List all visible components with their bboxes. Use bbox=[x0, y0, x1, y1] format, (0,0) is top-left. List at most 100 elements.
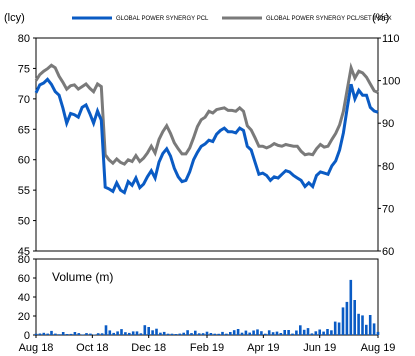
price-panel-frame bbox=[35, 37, 379, 252]
x-axis-tick-label: Aug 18 bbox=[19, 342, 54, 354]
legend: GLOBAL POWER SYNERGY PCL GLOBAL POWER SY… bbox=[72, 16, 392, 22]
volume-axis-tick-label: 80 bbox=[18, 254, 30, 266]
volume-bar bbox=[318, 329, 321, 335]
volume-bar bbox=[306, 328, 310, 335]
volume-bar bbox=[42, 332, 46, 335]
volume-bar bbox=[128, 332, 131, 335]
volume-bar bbox=[143, 325, 147, 335]
x-axis-tick-label: Jun 19 bbox=[303, 342, 336, 354]
left-axis-tick-label: 75 bbox=[18, 63, 30, 75]
volume-bar bbox=[337, 322, 341, 335]
volume-bar bbox=[201, 333, 205, 335]
volume-bar bbox=[34, 333, 38, 335]
x-axis-tick-label: Apr 19 bbox=[247, 342, 279, 354]
volume-bar bbox=[96, 333, 100, 335]
volume-bar bbox=[73, 332, 77, 335]
volume-bar bbox=[232, 330, 236, 335]
volume-bar bbox=[349, 279, 353, 335]
volume-axis-tick-label: 20 bbox=[18, 311, 30, 323]
volume-bars bbox=[34, 279, 380, 336]
x-axis-tick-label: Aug 19 bbox=[361, 342, 396, 354]
volume-bar bbox=[162, 331, 166, 335]
volume-bar bbox=[166, 333, 170, 335]
volume-bar bbox=[116, 331, 119, 335]
volume-bar bbox=[147, 327, 150, 335]
volume-bar bbox=[240, 332, 244, 335]
volume-bar bbox=[283, 330, 286, 335]
volume-bar bbox=[151, 330, 154, 335]
volume-bar bbox=[69, 333, 73, 335]
right-axis-unit: (%) bbox=[372, 12, 389, 24]
volume-bar bbox=[372, 323, 376, 335]
volume-bar bbox=[291, 333, 294, 335]
x-axis-tick-label: Oct 18 bbox=[76, 342, 108, 354]
volume-bar bbox=[310, 333, 314, 335]
left-axis-tick-label: 70 bbox=[18, 94, 30, 106]
volume-bar bbox=[77, 333, 81, 335]
volume-bar bbox=[89, 333, 92, 335]
volume-bar bbox=[190, 333, 193, 335]
volume-bar bbox=[368, 315, 372, 335]
left-axis-tick-label: 60 bbox=[18, 155, 30, 167]
volume-bar bbox=[275, 331, 279, 335]
volume-bar bbox=[295, 330, 298, 335]
volume-bar bbox=[85, 333, 88, 335]
volume-axis-tick-label: 0 bbox=[24, 330, 30, 342]
left-axis-tick-label: 80 bbox=[18, 33, 30, 45]
right-axis-tick-label: 100 bbox=[382, 76, 400, 88]
volume-bar bbox=[205, 331, 209, 335]
volume-bar bbox=[93, 334, 96, 335]
volume-bar bbox=[186, 330, 189, 335]
volume-bar bbox=[322, 331, 325, 335]
left-axis-tick-label: 50 bbox=[18, 216, 30, 228]
volume-panel-title: Volume (m) bbox=[52, 270, 113, 284]
volume-bar bbox=[287, 330, 290, 335]
series-line-relative bbox=[34, 62, 379, 166]
volume-bar bbox=[357, 313, 360, 335]
left-axis-unit: (lcy) bbox=[4, 12, 25, 24]
volume-bar bbox=[353, 300, 356, 335]
right-axis-tick-label: 110 bbox=[382, 33, 400, 45]
volume-bar bbox=[365, 324, 368, 335]
volume-bar bbox=[267, 330, 271, 335]
volume-bar bbox=[174, 334, 178, 335]
volume-bar bbox=[131, 331, 135, 335]
right-axis-tick-label: 90 bbox=[382, 118, 394, 130]
volume-bar bbox=[135, 331, 139, 335]
left-axis: 80 75 70 65 60 55 50 45 bbox=[18, 33, 36, 258]
legend-label-series-1: GLOBAL POWER SYNERGY PCL bbox=[116, 16, 209, 22]
volume-bar bbox=[182, 332, 185, 335]
x-axis-tick-label: Feb 19 bbox=[190, 342, 224, 354]
volume-bar bbox=[326, 329, 329, 335]
volume-bar bbox=[209, 333, 213, 335]
volume-bar bbox=[124, 332, 127, 335]
volume-bar bbox=[225, 333, 228, 335]
volume-bar bbox=[271, 332, 275, 335]
x-axis-tick-label: Dec 18 bbox=[131, 342, 166, 354]
left-axis-tick-label: 65 bbox=[18, 124, 30, 136]
volume-bar bbox=[178, 333, 182, 335]
volume-axis: 80 60 40 20 0 bbox=[18, 254, 36, 342]
volume-bar bbox=[260, 331, 263, 335]
volume-bar bbox=[236, 329, 240, 335]
volume-bar bbox=[159, 332, 162, 335]
volume-bar bbox=[100, 333, 104, 335]
volume-bar bbox=[376, 331, 380, 335]
volume-bar bbox=[252, 330, 255, 335]
volume-bar bbox=[46, 333, 49, 335]
volume-bar bbox=[341, 307, 345, 335]
volume-bar bbox=[155, 328, 158, 335]
volume-bar bbox=[330, 330, 333, 336]
volume-axis-tick-label: 60 bbox=[18, 273, 30, 285]
left-axis-tick-label: 45 bbox=[18, 246, 30, 258]
volume-bar bbox=[221, 331, 224, 335]
volume-bar bbox=[299, 325, 302, 335]
volume-bar bbox=[120, 329, 123, 335]
volume-bar bbox=[229, 332, 232, 335]
volume-bar bbox=[345, 301, 349, 335]
volume-bar bbox=[104, 325, 108, 335]
volume-bar bbox=[139, 333, 143, 335]
volume-bar bbox=[38, 333, 42, 335]
left-axis-tick-label: 55 bbox=[18, 185, 30, 197]
